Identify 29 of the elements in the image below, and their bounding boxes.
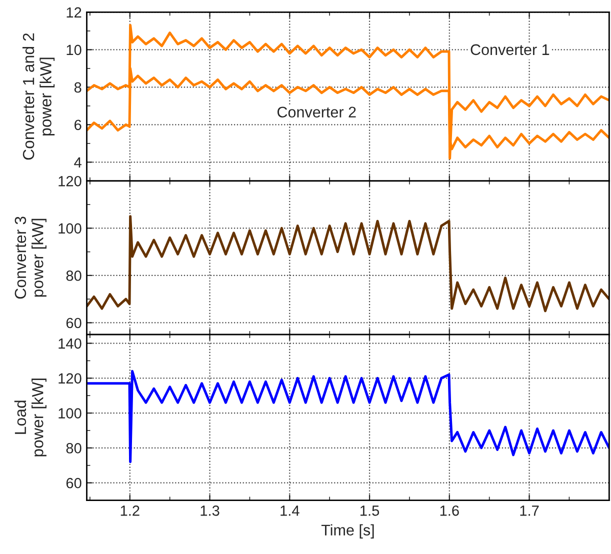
y-tick-label: 140 (58, 338, 82, 349)
y-tick-label: 60 (66, 318, 82, 328)
x-tick-label: 1.5 (360, 506, 380, 516)
y-axis-title: Load power [kW] (14, 378, 46, 456)
y-axis-title: Converter 3 power [kW] (14, 216, 46, 299)
y-tick-label: 80 (66, 443, 82, 454)
x-tick-label: 1.2 (120, 506, 140, 516)
y-tick-label: 60 (66, 478, 82, 488)
annotation: Converter 1 (470, 44, 550, 56)
x-axis-title: Time [s] (321, 524, 374, 539)
x-tick-label: 1.3 (200, 506, 220, 516)
y-tick-label: 100 (58, 408, 82, 418)
line-series (86, 24, 610, 160)
y-tick-label: 100 (58, 223, 82, 234)
line-series (86, 370, 610, 464)
y-tick-label: 120 (58, 176, 82, 186)
y-tick-label: 80 (66, 270, 82, 281)
y-tick-label: 120 (58, 373, 82, 384)
line-series (86, 215, 610, 312)
x-tick-label: 1.6 (440, 506, 459, 516)
x-tick-label: 1.4 (280, 506, 300, 516)
y-tick-label: 10 (66, 44, 82, 56)
y-tick-label: 12 (66, 7, 82, 18)
y-axis-title: Converter 1 and 2 power [kW] (22, 33, 55, 160)
annotation: Converter 2 (277, 106, 356, 118)
y-tick-label: 4 (74, 157, 82, 168)
y-tick-label: 6 (74, 120, 82, 130)
y-tick-label: 8 (74, 82, 82, 93)
x-tick-label: 1.7 (520, 506, 539, 516)
